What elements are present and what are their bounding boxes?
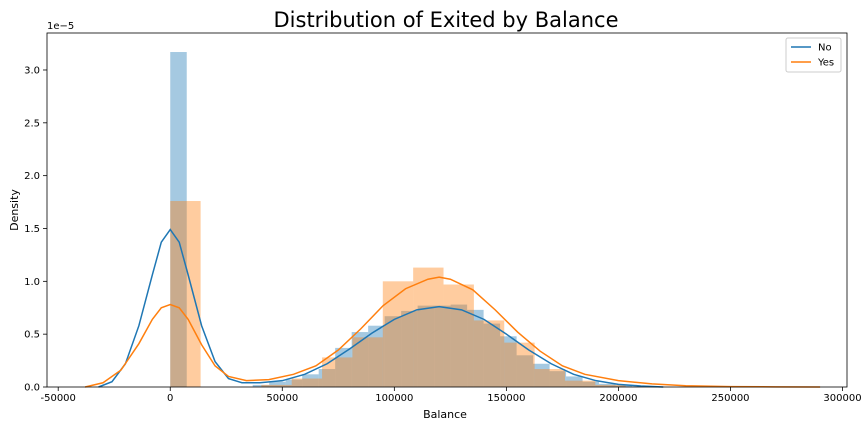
y-axis-label: Density [8,189,21,231]
histogram-bar-no-19 [549,371,567,387]
histogram-bar-yes-3 [322,357,353,387]
histogram-bar-no-9 [384,316,402,387]
histogram-bar-yes-11 [564,380,596,387]
histogram-bar-yes-5 [382,281,414,387]
histogram-bar-no-2 [269,381,286,387]
y-tick-label: 3.0 [24,65,40,76]
histogram-bar-no-10 [401,310,418,387]
x-tick-label: 250000 [711,393,749,404]
histogram-bar-yes-1 [261,384,292,387]
chart-title: Distribution of Exited by Balance [274,8,619,32]
histogram-bar-no-12 [434,305,451,387]
histogram-bar-yes-12 [595,384,626,387]
histogram-bar-no-1 [252,384,270,387]
histogram-bar-no-22 [599,383,616,387]
histogram-yes [170,201,626,387]
x-tick-label: 300000 [823,393,861,404]
histogram-bar-no-16 [500,336,517,387]
y-tick-label: 2.0 [24,171,40,182]
kde-line-yes [84,276,821,388]
histogram-bar-yes-4 [352,337,383,387]
histogram-no [170,52,666,388]
y-tick-label: 2.5 [24,118,40,129]
histogram-bar-no-5 [318,369,336,387]
x-tick-label: 0 [167,393,173,404]
y-offset-label: 1e−5 [47,21,74,32]
histogram-bar-no-17 [516,355,534,387]
histogram-bar-no-8 [368,325,385,387]
x-tick-label: -50000 [40,393,75,404]
histogram-bar-no-15 [483,323,501,387]
histogram-bar-no-20 [566,376,583,387]
x-axis-label: Balance [423,408,467,421]
histogram-bar-no-0 [170,52,187,388]
histogram-bar-no-21 [582,381,600,387]
histogram-bar-no-23 [615,385,633,387]
y-tick-label: 0.0 [24,383,40,394]
x-tick-label: 200000 [599,393,637,404]
legend-label-yes: Yes [817,58,834,69]
plot-area: -50000 0 50000 100000 150000 200000 250000 3000… [24,32,862,404]
histogram-bar-yes-9 [504,342,535,387]
legend: No Yes [785,37,842,73]
histogram-bar-no-18 [533,363,550,387]
histogram-bar-yes-8 [473,320,505,387]
y-tick-label: 1.0 [24,277,40,288]
kde-line-no [98,228,664,388]
histogram-bar-no-6 [335,347,352,387]
y-tick-label: 0.5 [24,330,40,341]
x-tick-label: 50000 [266,393,298,404]
histogram-bar-yes-2 [291,378,323,387]
histogram-bar-yes-0 [170,201,201,387]
histogram-bar-no-11 [417,305,435,387]
histogram-bar-yes-10 [534,369,565,387]
histogram-bar-yes-6 [413,267,444,387]
plot-frame [46,32,848,388]
x-tick-label: 100000 [375,393,413,404]
y-tick-label: 1.5 [24,224,40,235]
legend-label-no: No [818,43,832,54]
histogram-bar-no-14 [467,309,484,387]
histogram-bar-yes-7 [443,284,474,387]
histogram-bar-no-13 [450,304,468,387]
histogram-bar-no-4 [302,374,319,387]
histogram-bar-no-7 [351,332,369,387]
x-tick-label: 150000 [487,393,525,404]
histogram-bar-no-3 [285,379,303,387]
